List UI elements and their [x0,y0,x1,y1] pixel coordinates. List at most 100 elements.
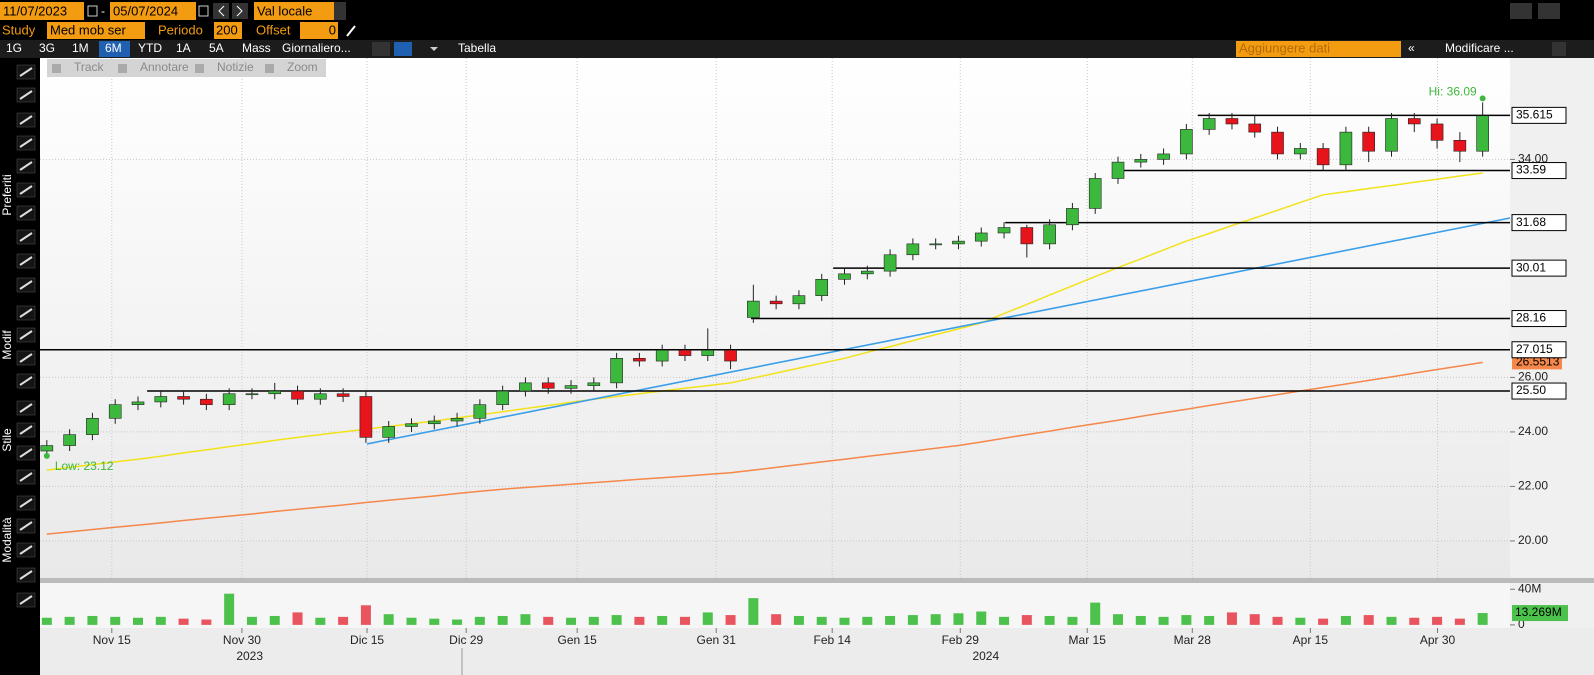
x-tick-label: Dic 15 [350,633,384,647]
next-icon [236,5,243,17]
redo-button[interactable] [1538,3,1560,19]
prev-icon [218,5,225,17]
range-button[interactable]: 3G [39,41,55,55]
mode-button[interactable]: Annotare [140,60,189,74]
mode-button[interactable]: Track [74,60,105,74]
volume-bar [1318,618,1329,625]
calendar-icon[interactable] [87,5,98,17]
tool-glyph [19,521,33,531]
offset: 0 [329,22,336,37]
mode-icon [52,64,61,73]
tool-glyph [19,570,33,580]
calendar-icon[interactable] [198,5,209,17]
volume-bar [725,615,736,625]
tool-glyph [19,115,33,125]
volume-bar [1340,615,1351,625]
tool-glyph [19,376,33,386]
volume-tag [1512,605,1568,622]
add-data: Aggiungere dati [1239,40,1330,55]
range-button[interactable]: YTD [138,41,162,55]
volume-bar [474,616,485,625]
level-tag [1511,341,1567,359]
volume-bar [634,616,645,625]
add-data-input[interactable] [1236,41,1401,57]
candle-body [1134,159,1148,163]
x-tick-label: Apr 15 [1293,633,1329,647]
level-tag [1511,106,1567,124]
line-chart-button[interactable] [372,42,390,56]
settings-button[interactable] [1552,42,1566,56]
range-button[interactable]: 1M [72,41,89,55]
volume-bar [999,616,1010,625]
tool-glyph [19,256,33,266]
volume-bar [338,616,349,625]
level-tag [1511,259,1567,277]
period-input[interactable] [214,22,242,39]
volume-bar [429,618,440,625]
volume-bar [1386,616,1397,625]
volume-bar [907,615,918,625]
candle-body [861,270,874,275]
range-active[interactable] [99,41,130,57]
offset-input[interactable] [300,22,338,39]
candle-body [405,423,418,427]
sidebar-section: Preferiti [0,174,14,215]
volume-tick-label: 40M [1518,581,1541,595]
mode-bar: Track Annotare Notizie Zoom [47,59,326,77]
mode-button[interactable]: Zoom [287,60,318,74]
end-date-input[interactable] [110,2,196,20]
prev-button[interactable] [213,3,229,19]
range-button[interactable]: 1A [176,41,191,55]
volume-bar [520,614,531,625]
mode-icon [265,64,274,73]
x-tick-label: Gen 31 [697,633,737,647]
candle-chart-button[interactable] [394,42,412,56]
tool-glyph [19,545,33,555]
dropdown-arrow[interactable] [334,2,346,20]
volume-bar [657,615,668,625]
frequency[interactable]: Giornaliero... [282,41,351,55]
x-tick-label: Mar 28 [1174,633,1212,647]
period-label: Periodo [158,22,203,37]
tool-icons: Preferiti Modif Stile Modalità [0,64,36,608]
next-button[interactable] [232,3,248,19]
volume-bar [360,605,371,625]
dash: - [101,4,105,18]
range-button[interactable]: 6M [105,41,122,55]
offset-label: Offset [256,22,291,37]
tool-glyph [19,185,33,195]
volume-bar [1249,614,1260,625]
range-button[interactable]: Mass [242,41,271,55]
chart-type-dropdown[interactable] [430,47,438,51]
low-label: Low: 23.12 [55,459,114,473]
candle-body [1430,123,1444,141]
volume-bar [1067,616,1078,625]
sidebar-section: Modif [0,330,14,360]
volume-bar [679,616,690,625]
tool-glyph [19,208,33,218]
pen-icon[interactable] [346,25,356,37]
volume-bar [953,613,964,625]
currency-select[interactable] [254,2,346,20]
mode-button[interactable]: Notizie [217,60,254,74]
study-select[interactable] [47,22,145,39]
tool-glyph [19,403,33,413]
volume-tick-label: 0 [1518,617,1525,631]
candle-body [1066,208,1079,226]
year-label: 2023 [236,649,263,663]
collapse-icon[interactable]: « [1408,41,1415,55]
edit-button[interactable]: Modificare ... [1445,41,1514,55]
candle-body [1316,148,1330,166]
hi-marker [1479,95,1486,102]
range-button[interactable]: 5A [209,41,224,55]
pane-divider[interactable] [40,578,1594,583]
range-button[interactable]: 1G [6,41,22,55]
volume-bar [976,611,987,625]
time-axis [40,628,1594,675]
volume-bar [246,616,257,625]
undo-button[interactable] [1510,3,1532,19]
table-button[interactable]: Tabella [458,41,496,55]
candle-body [86,417,99,435]
candle-body [633,358,646,362]
start-date-input[interactable] [0,2,84,20]
